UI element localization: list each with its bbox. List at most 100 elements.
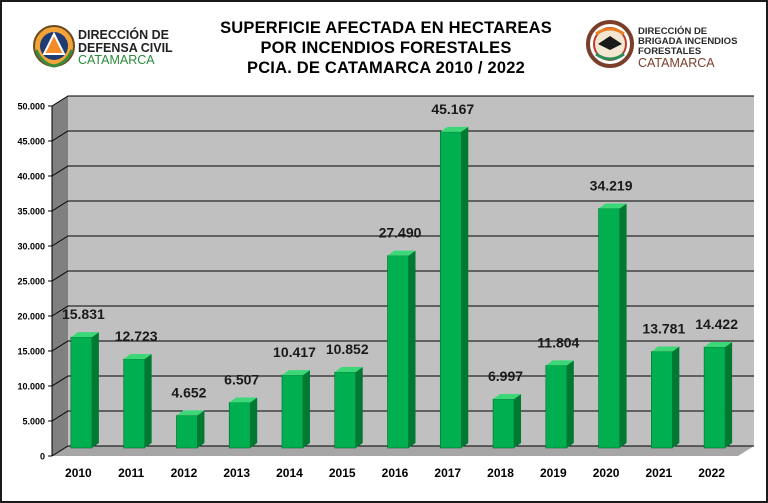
data-label: 10.417 [273, 344, 316, 360]
bar-side [619, 203, 627, 448]
gridline [51, 235, 754, 247]
x-tick-label: 2021 [645, 466, 672, 480]
gridline [51, 410, 754, 422]
y-tick-label: 30.000 [17, 242, 45, 252]
bar-side [197, 410, 205, 448]
y-tick-label: 45.000 [17, 137, 45, 147]
title-line-3: PCIA. DE CATAMARCA 2010 / 2022 [246, 59, 526, 77]
bar-2012 [176, 410, 205, 449]
gridline [51, 445, 754, 457]
data-labels: 15.831 12.723 4.652 6.507 10.417 10.852 27.490… [62, 101, 738, 401]
x-tick-label: 2018 [487, 466, 514, 480]
gridline [51, 375, 754, 387]
bar-side [302, 370, 310, 448]
y-tick-label: 10.000 [17, 382, 45, 392]
x-tick-label: 2011 [118, 466, 144, 480]
bar-2016 [387, 250, 416, 449]
logo-right-line1: DIRECCIÓN DE [638, 26, 708, 37]
bar-front [545, 365, 568, 449]
bar-2017 [439, 126, 469, 449]
logo-right-line4: CATAMARCA [638, 56, 715, 70]
logo-left-line3: CATAMARCA [78, 53, 155, 67]
bar-2021 [651, 346, 680, 449]
gridline [51, 130, 754, 142]
bar-top [651, 346, 680, 352]
chart-title: SUPERFICIE AFECTADA EN HECTAREAS POR INC… [200, 18, 572, 78]
x-tick-label: 2015 [329, 466, 356, 480]
data-label: 12.723 [115, 328, 158, 344]
logo-left-line1: DIRECCIÓN DE [78, 28, 169, 42]
title-line-1: SUPERFICIE AFECTADA EN HECTAREAS [220, 19, 552, 37]
y-tick-label: 35.000 [17, 207, 45, 217]
y-tick-label: 50.000 [17, 102, 45, 112]
gridline [51, 340, 754, 352]
bar-front [228, 402, 251, 449]
x-tick-label: 2020 [593, 466, 620, 480]
data-label: 34.219 [590, 177, 633, 193]
bar-2011 [123, 353, 152, 449]
x-tick-label: 2013 [223, 466, 250, 480]
gridline [51, 270, 754, 282]
y-tick-label: 20.000 [17, 312, 45, 322]
bar-front [703, 346, 726, 449]
title-line-2: POR INCENDIOS FORESTALES [260, 39, 512, 57]
bar-front [651, 351, 673, 449]
bar-top [545, 360, 574, 366]
bar-side [144, 353, 152, 448]
logo-right-line2: BRIGADA INCENDIOS [638, 36, 738, 47]
bar-top [176, 410, 205, 416]
data-label: 11.804 [537, 334, 579, 350]
brigada-incendios-logo: DIRECCIÓN DE BRIGADA INCENDIOS FORESTALE… [586, 20, 764, 72]
y-tick-label: 0 [40, 452, 45, 462]
y-tick-label: 5.000 [22, 417, 45, 427]
x-tick-label: 2022 [698, 466, 725, 480]
bar-side [355, 367, 363, 448]
y-tick-label: 15.000 [17, 347, 45, 357]
bar-2020 [598, 203, 627, 449]
logo-right-line3: FORESTALES [638, 46, 702, 57]
bar-side [461, 126, 469, 449]
bar-side [250, 397, 258, 448]
x-tick-label: 2012 [171, 466, 198, 480]
plot-floor [52, 446, 754, 456]
gridline [51, 165, 754, 177]
data-label: 10.852 [326, 341, 369, 357]
bar-top [281, 370, 310, 376]
data-label: 13.781 [642, 321, 685, 337]
bar-side [566, 360, 574, 448]
bar-2022 [703, 342, 733, 449]
gridline [51, 305, 754, 317]
bars [70, 126, 733, 449]
y-axis: 0 5.000 10.000 15.000 20.000 25.000 30.000 35.0… [17, 102, 53, 462]
bar-top [334, 367, 363, 373]
x-tick-label: 2016 [382, 466, 409, 480]
x-tick-label: 2010 [65, 466, 92, 480]
bar-front [598, 208, 620, 449]
y-tick-label: 25.000 [17, 277, 45, 287]
bar-top [229, 397, 258, 403]
x-tick-label: 2014 [276, 466, 303, 480]
bar-side [514, 394, 522, 448]
bar-front [387, 255, 409, 449]
data-label: 15.831 [62, 306, 105, 322]
x-axis: 2010 2011 2012 2013 2014 2015 2016 2017 2018 2019… [65, 466, 725, 480]
bar-side [725, 342, 733, 448]
bar-side [408, 250, 416, 448]
bar-front [439, 131, 462, 449]
bar-top [123, 353, 152, 359]
bar-top [704, 342, 733, 348]
gridline [51, 95, 754, 107]
gridlines [51, 95, 754, 457]
bar-front [176, 415, 198, 449]
bar-2015 [334, 367, 363, 449]
defensa-civil-logo: DIRECCIÓN DE DEFENSA CIVIL CATAMARCA [32, 24, 222, 68]
bar-side [672, 346, 680, 448]
bar-side [91, 332, 99, 448]
bar-2014 [281, 370, 310, 449]
logo-left-line2: DEFENSA CIVIL [78, 41, 173, 55]
bar-top [598, 203, 627, 209]
bar-front [281, 374, 304, 449]
bar-top [493, 394, 522, 400]
bar-2018 [492, 394, 522, 449]
